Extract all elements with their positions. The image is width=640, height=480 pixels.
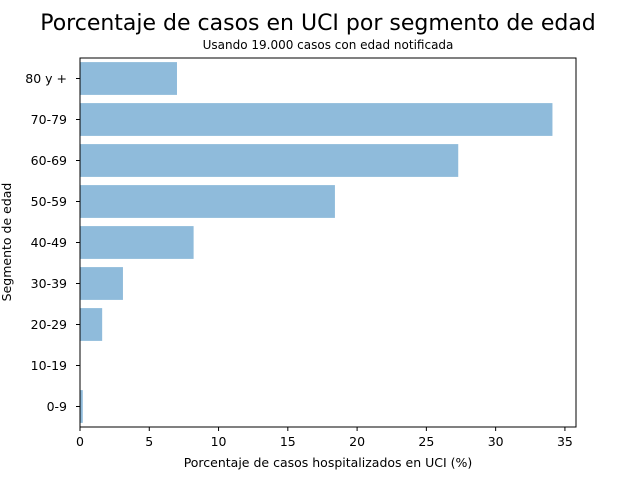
y-tick-label: 80 y + (25, 71, 67, 86)
x-tick-label: 5 (145, 434, 153, 449)
plot-frame (79, 57, 577, 428)
bar-30-39 (80, 267, 123, 300)
ticks-layer: 0-9 10-19 20-29 30-39 40-49 50-59 60-69 70-79 80… (25, 71, 573, 449)
x-tick-label: 35 (557, 434, 573, 449)
x-axis-label: Porcentaje de casos hospitalizados en UC… (184, 455, 473, 470)
x-tick-label: 20 (349, 434, 365, 449)
x-tick-label: 30 (488, 434, 504, 449)
x-tick-label: 0 (76, 434, 84, 449)
x-tick-label: 10 (211, 434, 227, 449)
bar-60-69 (80, 144, 459, 177)
bar-70-79 (80, 103, 553, 136)
bar-0-9 (80, 390, 83, 423)
bar-40-49 (80, 226, 194, 259)
chart-title: Porcentaje de casos en UCI por segmento … (40, 11, 596, 36)
y-tick-label: 60-69 (31, 153, 67, 168)
bars-layer (80, 62, 553, 423)
chart-subtitle: Usando 19.000 casos con edad notificada (203, 38, 454, 52)
y-tick-label: 0-9 (47, 399, 67, 414)
bar-80-y (80, 62, 177, 95)
y-tick-label: 50-59 (31, 194, 67, 209)
y-tick-label: 30-39 (31, 276, 67, 291)
y-tick-label: 40-49 (31, 235, 67, 250)
bar-20-29 (80, 308, 103, 341)
bar-50-59 (80, 185, 335, 218)
x-tick-label: 25 (418, 434, 434, 449)
y-tick-label: 20-29 (31, 317, 67, 332)
y-axis-label: Segmento de edad (0, 183, 14, 302)
y-tick-label: 10-19 (31, 358, 67, 373)
x-tick-label: 15 (280, 434, 296, 449)
y-tick-label: 70-79 (31, 112, 67, 127)
